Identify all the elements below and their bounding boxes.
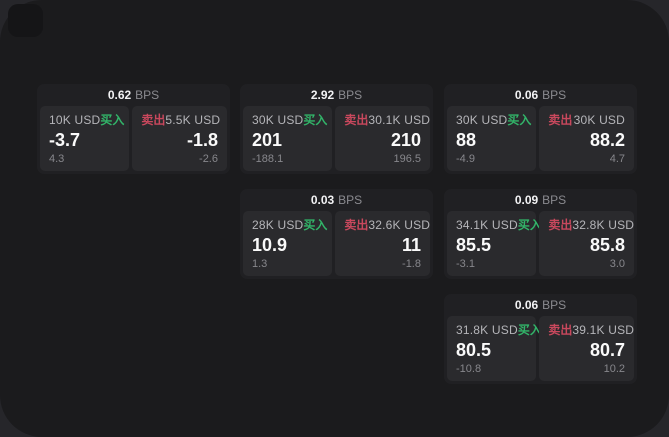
sell-button[interactable]: 卖出 (548, 113, 573, 127)
sell-delta: 10.2 (603, 363, 625, 375)
sell-price: 80.7 (589, 340, 625, 360)
bps-suffix: BPS (542, 88, 567, 102)
sell-amount: 5.5K USD (165, 113, 221, 127)
buy-delta: -4.9 (456, 153, 475, 165)
sell-price: 85.8 (589, 235, 625, 255)
sell-button[interactable]: 卖出 (548, 323, 573, 337)
buy-amount: 31.8K USD (456, 323, 518, 337)
bps-value: 0.09 (514, 193, 539, 207)
bps-suffix: BPS (542, 193, 567, 207)
quote-card-2: 2.92 BPS 30K USD 买入 201 -188.1 卖出 30.1K … (240, 84, 433, 174)
sell-price: 88.2 (589, 130, 625, 150)
sell-tile[interactable]: 卖出 39.1K USD 80.7 10.2 (539, 316, 634, 381)
buy-button[interactable]: 买入 (100, 113, 125, 127)
sell-button[interactable]: 卖出 (548, 218, 573, 232)
sell-amount: 32.6K USD (368, 218, 431, 232)
bps-suffix: BPS (542, 298, 567, 312)
quote-card-4: 0.03 BPS 28K USD 买入 10.9 1.3 卖出 32.6K US… (240, 189, 433, 279)
sell-amount: 30.1K USD (368, 113, 431, 127)
buy-button[interactable]: 买入 (303, 113, 328, 127)
sell-tile[interactable]: 卖出 30K USD 88.2 4.7 (539, 106, 634, 171)
bps-value: 0.06 (514, 88, 539, 102)
buy-button[interactable]: 买入 (507, 113, 532, 127)
bps-value: 0.62 (107, 88, 132, 102)
sell-button[interactable]: 卖出 (141, 113, 166, 127)
sell-tile[interactable]: 卖出 30.1K USD 210 196.5 (335, 106, 430, 171)
sell-button[interactable]: 卖出 (344, 218, 369, 232)
buy-amount: 28K USD (252, 218, 304, 232)
sell-button[interactable]: 卖出 (344, 113, 369, 127)
top-left-tile (8, 4, 43, 37)
card-header: 2.92 BPS (243, 84, 430, 106)
sell-delta: -1.8 (402, 258, 421, 270)
card-header: 0.09 BPS (447, 189, 634, 211)
card-header: 0.06 BPS (447, 84, 634, 106)
buy-amount: 34.1K USD (456, 218, 518, 232)
buy-tile[interactable]: 30K USD 买入 88 -4.9 (447, 106, 537, 171)
buy-price: 201 (252, 130, 283, 150)
buy-tile[interactable]: 30K USD 买入 201 -188.1 (243, 106, 333, 171)
sell-price: 210 (390, 130, 421, 150)
sell-delta: 3.0 (609, 258, 625, 270)
buy-delta: -188.1 (252, 153, 284, 165)
bps-value: 0.06 (514, 298, 539, 312)
buy-button[interactable]: 买入 (517, 218, 542, 232)
buy-price: 10.9 (252, 235, 288, 255)
sell-amount: 39.1K USD (572, 323, 635, 337)
buy-delta: 1.3 (252, 258, 268, 270)
buy-tile[interactable]: 28K USD 买入 10.9 1.3 (243, 211, 333, 276)
sell-amount: 32.8K USD (572, 218, 635, 232)
buy-button[interactable]: 买入 (517, 323, 542, 337)
sell-tile[interactable]: 卖出 32.8K USD 85.8 3.0 (539, 211, 634, 276)
buy-amount: 30K USD (252, 113, 304, 127)
bps-value: 2.92 (310, 88, 335, 102)
buy-price: -3.7 (49, 130, 81, 150)
buy-price: 85.5 (456, 235, 492, 255)
sell-tile[interactable]: 卖出 32.6K USD 11 -1.8 (335, 211, 430, 276)
buy-price: 88 (456, 130, 477, 150)
buy-price: 80.5 (456, 340, 492, 360)
buy-tile[interactable]: 34.1K USD 买入 85.5 -3.1 (447, 211, 542, 276)
quote-card-6: 0.06 BPS 31.8K USD 买入 80.5 -10.8 卖出 39.1… (444, 294, 637, 384)
card-header: 0.03 BPS (243, 189, 430, 211)
buy-delta: 4.3 (49, 153, 65, 165)
sell-delta: 196.5 (393, 153, 421, 165)
quote-card-3: 0.06 BPS 30K USD 买入 88 -4.9 卖出 30K USD 8… (444, 84, 637, 174)
buy-tile[interactable]: 10K USD 买入 -3.7 4.3 (40, 106, 130, 171)
bps-suffix: BPS (135, 88, 160, 102)
bps-suffix: BPS (338, 88, 363, 102)
quote-card-5: 0.09 BPS 34.1K USD 买入 85.5 -3.1 卖出 32.8K… (444, 189, 637, 279)
sell-delta: 4.7 (609, 153, 625, 165)
bps-suffix: BPS (338, 193, 363, 207)
sell-price: 11 (401, 235, 421, 255)
buy-button[interactable]: 买入 (303, 218, 328, 232)
sell-amount: 30K USD (573, 113, 625, 127)
sell-delta: -2.6 (199, 153, 218, 165)
quote-card-1: 0.62 BPS 10K USD 买入 -3.7 4.3 卖出 5.5K USD… (37, 84, 230, 174)
sell-tile[interactable]: 卖出 5.5K USD -1.8 -2.6 (132, 106, 227, 171)
card-header: 0.06 BPS (447, 294, 634, 316)
buy-tile[interactable]: 31.8K USD 买入 80.5 -10.8 (447, 316, 542, 381)
buy-delta: -3.1 (456, 258, 475, 270)
buy-amount: 30K USD (456, 113, 508, 127)
bps-value: 0.03 (310, 193, 335, 207)
sell-price: -1.8 (186, 130, 218, 150)
buy-delta: -10.8 (456, 363, 482, 375)
card-header: 0.62 BPS (40, 84, 227, 106)
buy-amount: 10K USD (49, 113, 101, 127)
